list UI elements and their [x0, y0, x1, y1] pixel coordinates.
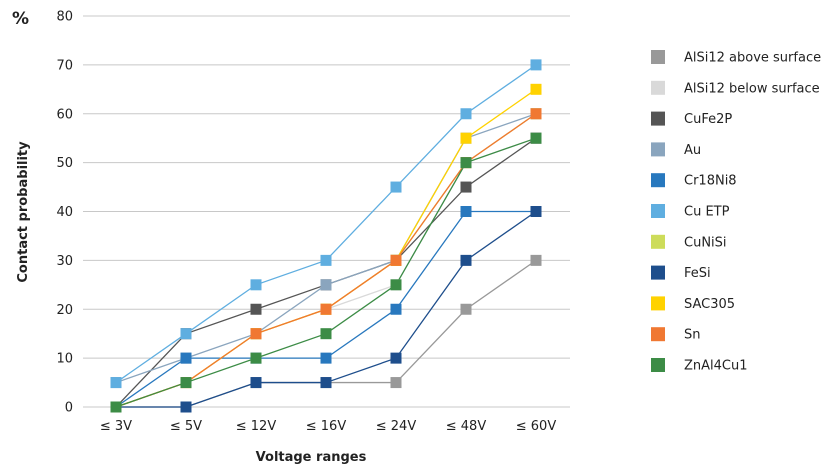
y-tick-label: 70 [56, 58, 73, 73]
data-point-marker [180, 401, 192, 413]
legend-swatch [651, 142, 665, 157]
data-point-marker [530, 108, 542, 120]
legend-swatch [651, 358, 665, 372]
y-tick-label: 20 [56, 303, 73, 318]
legend: AlSi12 above surface AlSi12 below surface… [651, 50, 821, 374]
legend-swatch [651, 265, 665, 280]
legend-label: Cr18Ni8 [684, 174, 737, 189]
legend-swatch [651, 50, 665, 64]
legend-label: SAC305 [684, 297, 735, 312]
y-unit-label: % [12, 9, 29, 29]
series-line [115, 137, 537, 408]
data-point-marker [390, 181, 402, 193]
legend-label: FeSi [684, 266, 711, 281]
x-tick-label: ≤ 16V [306, 419, 347, 434]
data-point-marker [320, 303, 332, 315]
data-point-marker [250, 303, 262, 315]
series-markers [110, 59, 542, 413]
x-tick-label: ≤ 60V [516, 419, 557, 434]
data-point-marker [320, 328, 332, 340]
data-point-marker [530, 59, 542, 71]
data-point-marker [390, 377, 402, 389]
data-point-marker [250, 279, 262, 291]
data-point-marker [460, 254, 472, 266]
data-point-marker [110, 377, 122, 389]
legend-swatch [651, 173, 665, 188]
legend-swatch [651, 234, 665, 249]
data-point-marker [320, 279, 332, 291]
x-tick-label: ≤ 48V [446, 419, 487, 434]
series-line [115, 113, 537, 384]
x-axis-title: Voltage ranges [256, 450, 367, 465]
legend-swatch [651, 327, 665, 342]
y-tick-label: 60 [56, 107, 73, 122]
x-tick-label: ≤ 3V [100, 419, 132, 434]
legend-label: ZnAl4Cu1 [684, 359, 748, 374]
y-axis-ticks: 0 10 20 30 40 50 60 70 80 [56, 10, 73, 416]
y-axis-title: Contact probability [16, 141, 31, 283]
y-tick-label: 50 [56, 156, 73, 171]
x-tick-label: ≤ 12V [236, 419, 277, 434]
legend-label: Au [684, 143, 701, 158]
data-point-marker [460, 303, 472, 315]
data-point-marker [180, 328, 192, 340]
legend-label: CuFe2P [684, 112, 732, 127]
data-point-marker [460, 108, 472, 120]
data-point-marker [530, 132, 542, 144]
legend-label: Sn [684, 328, 701, 343]
y-tick-label: 30 [56, 254, 73, 269]
y-tick-label: 10 [56, 352, 73, 367]
x-axis-ticks: ≤ 3V ≤ 5V ≤ 12V ≤ 16V ≤ 24V ≤ 48V ≤ 60V [100, 419, 556, 434]
legend-label: Cu ETP [684, 205, 730, 220]
data-point-marker [460, 132, 472, 144]
y-tick-label: 80 [56, 10, 73, 25]
x-tick-label: ≤ 5V [170, 419, 202, 434]
data-point-marker [390, 352, 402, 364]
data-point-marker [250, 352, 262, 364]
y-tick-label: 40 [56, 205, 73, 220]
x-tick-label: ≤ 24V [376, 419, 417, 434]
data-point-marker [250, 377, 262, 389]
legend-label: AlSi12 above surface [684, 51, 821, 66]
legend-label: AlSi12 below surface [684, 81, 820, 96]
data-point-marker [460, 206, 472, 217]
data-point-marker [250, 328, 262, 340]
data-point-marker [530, 83, 542, 95]
y-tick-label: 0 [65, 401, 73, 416]
data-point-marker [390, 254, 402, 266]
legend-label: CuNiSi [684, 235, 727, 250]
legend-swatch [651, 111, 665, 126]
data-point-marker [530, 206, 542, 217]
data-point-marker [460, 157, 472, 169]
legend-swatch [651, 296, 665, 311]
gridlines [83, 15, 570, 408]
data-point-marker [110, 401, 122, 413]
series-line [115, 137, 537, 408]
data-point-marker [320, 352, 332, 364]
data-point-marker [460, 181, 472, 193]
legend-swatch [651, 80, 665, 95]
data-point-marker [180, 352, 192, 364]
data-point-marker [390, 279, 402, 291]
data-point-marker [390, 303, 402, 315]
legend-swatch [651, 204, 665, 218]
data-point-marker [180, 377, 192, 389]
data-point-marker [320, 377, 332, 389]
data-point-marker [530, 254, 542, 266]
data-point-marker [320, 254, 332, 266]
series-line [115, 137, 537, 408]
